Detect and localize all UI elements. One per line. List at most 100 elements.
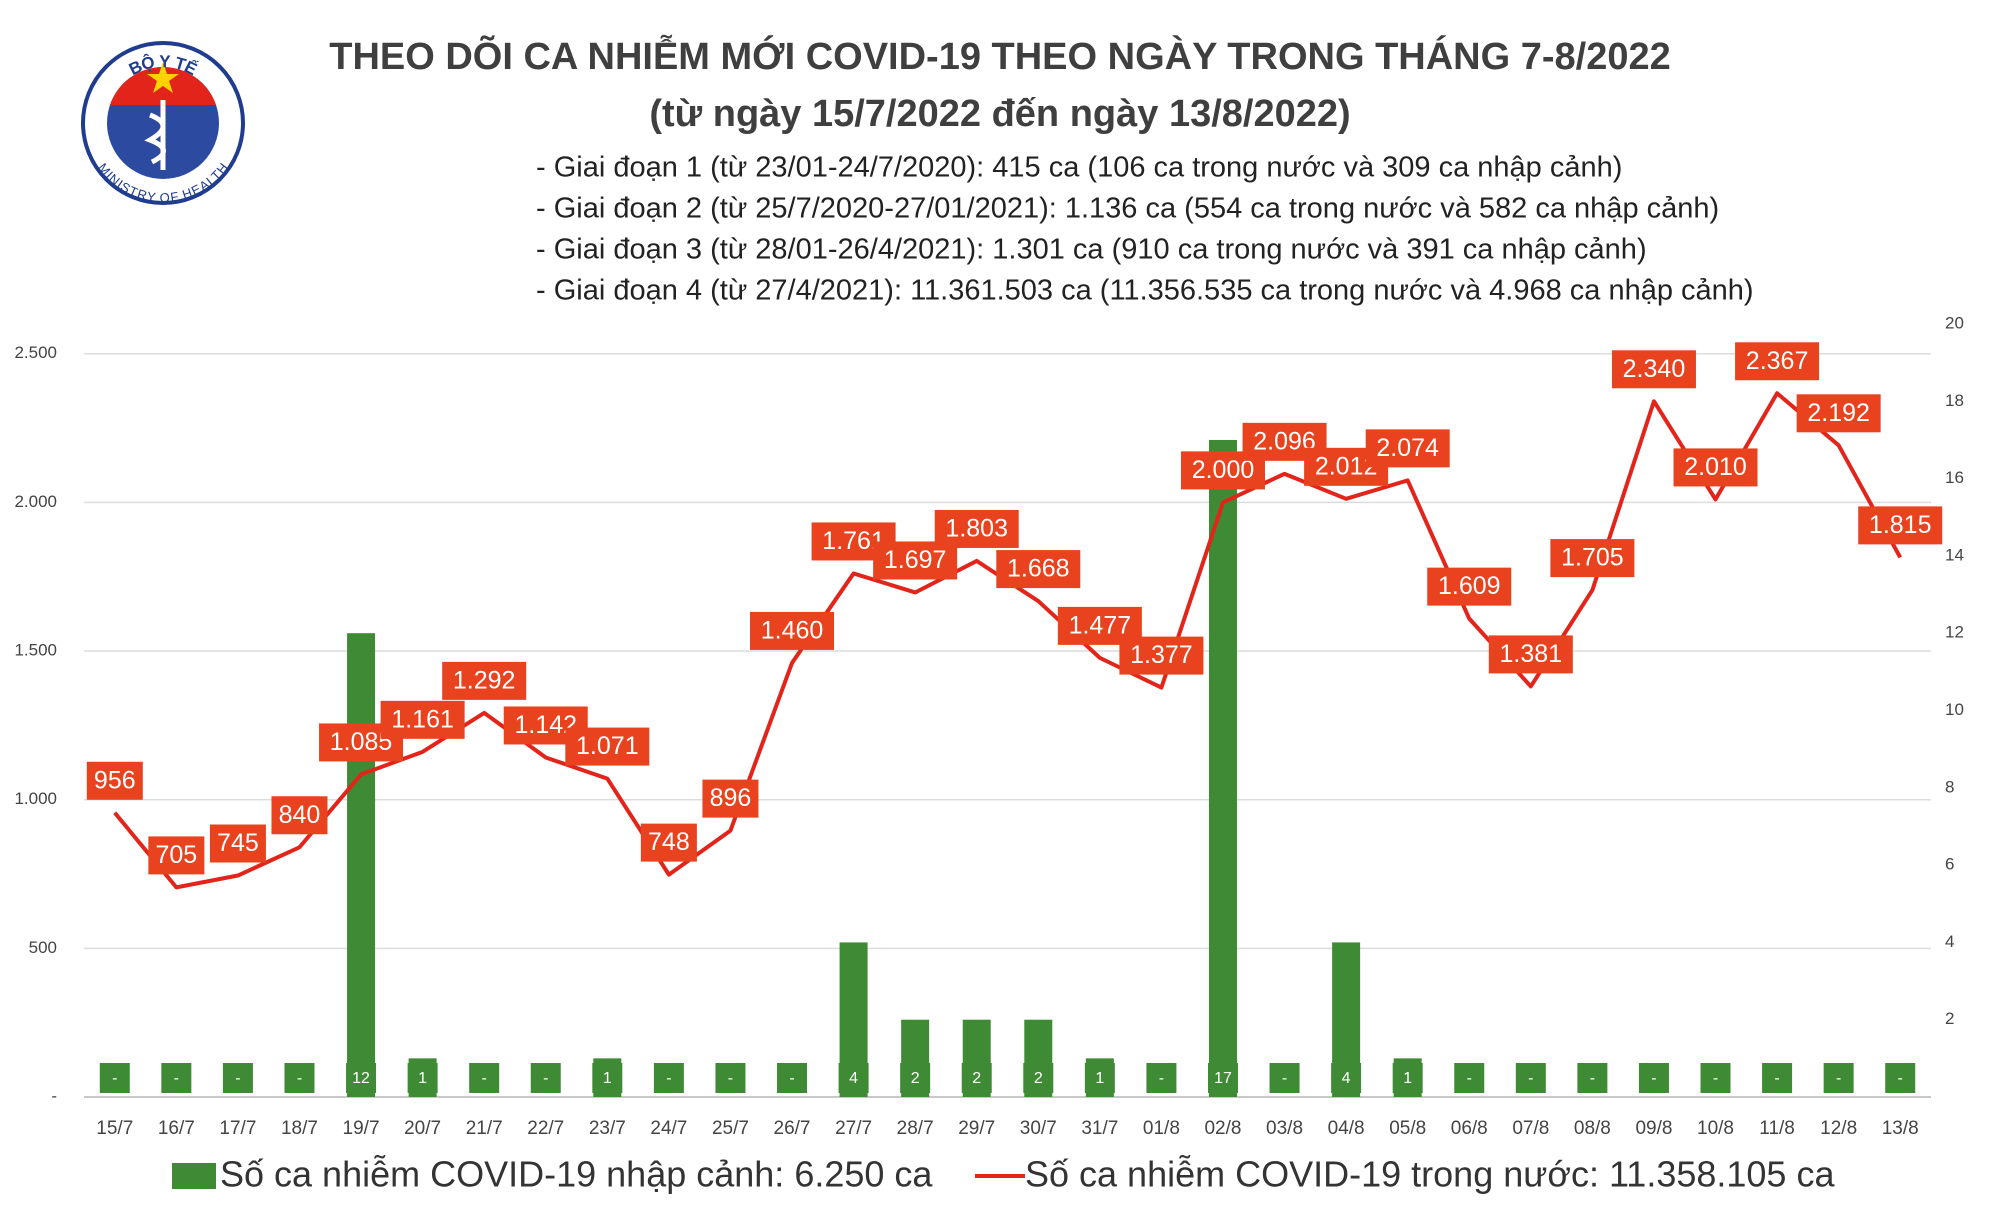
bar-label-box: [777, 1063, 808, 1093]
data-label-box: [996, 550, 1081, 589]
data-label-box: [1365, 429, 1450, 468]
bar-label-box: [1146, 1063, 1177, 1093]
bar-label: -: [297, 1070, 302, 1087]
bar-label: 1: [603, 1070, 612, 1087]
data-label: 2.010: [1684, 453, 1747, 481]
bar-label-box: [961, 1063, 992, 1093]
data-label-box: [380, 700, 465, 739]
data-label: 1.292: [453, 666, 516, 694]
bar-label: -: [543, 1070, 548, 1087]
data-label-box: [1735, 342, 1820, 381]
annotation: - Giai đoạn 3 (từ 28/01-26/4/2021): 1.30…: [536, 234, 1647, 266]
bar-label: -: [728, 1070, 733, 1087]
bar-label: -: [235, 1070, 240, 1087]
data-label-box: [1673, 448, 1758, 487]
x-tick-label: 18/7: [281, 1118, 318, 1139]
bar-label: -: [482, 1070, 487, 1087]
bar-label-box: [592, 1063, 623, 1093]
bar-label: 17: [1214, 1070, 1232, 1087]
bar-label: -: [1651, 1070, 1656, 1087]
data-label: 840: [279, 801, 321, 829]
data-label: 896: [710, 784, 752, 812]
data-label: 1.381: [1500, 640, 1563, 668]
data-label: 1.668: [1007, 555, 1070, 583]
y2-tick-label: 10: [1945, 700, 1964, 719]
bar-label-box: [1269, 1063, 1300, 1093]
logo-star: [147, 62, 179, 93]
data-label-box: [209, 824, 266, 863]
y2-tick-label: 12: [1945, 623, 1964, 642]
data-label-box: [86, 761, 143, 800]
bar-label-box: [346, 1063, 377, 1093]
x-tick-label: 06/8: [1451, 1118, 1488, 1139]
bar-label: -: [1528, 1070, 1533, 1087]
bar-label: 1: [1095, 1070, 1104, 1087]
data-label: 1.697: [884, 546, 947, 574]
line: [113, 391, 1902, 890]
data-label: 705: [155, 841, 197, 869]
x-tick-label: 25/7: [712, 1118, 749, 1139]
x-tick-label: 12/8: [1820, 1118, 1857, 1139]
x-tick-label: 29/7: [958, 1118, 995, 1139]
x-tick-label: 22/7: [527, 1118, 564, 1139]
x-tick-label: 09/8: [1635, 1118, 1672, 1139]
bar-label-box: [1638, 1063, 1669, 1093]
data-label-box: [271, 796, 328, 835]
bar-label-box: [1207, 1063, 1238, 1093]
y2-tick-label: 2: [1945, 1009, 1954, 1028]
data-label-box: [702, 779, 759, 818]
bar-label: 12: [352, 1070, 370, 1087]
x-tick-label: 15/7: [96, 1118, 133, 1139]
bar-label-box: [838, 1063, 869, 1093]
y-tick-label: 1.000: [14, 789, 57, 808]
data-label: 2.340: [1623, 355, 1686, 383]
x-tick-label: 23/7: [589, 1118, 626, 1139]
bar-label: 4: [849, 1070, 858, 1087]
bar: [1208, 439, 1237, 1097]
x-tick-label: 02/8: [1204, 1118, 1241, 1139]
data-label: 1.477: [1069, 611, 1132, 639]
y2-tick-label: 16: [1945, 468, 1964, 487]
bar-label: 1: [1403, 1070, 1412, 1087]
bar-label: -: [1713, 1070, 1718, 1087]
bar-label-box: [161, 1063, 192, 1093]
annotation: - Giai đoạn 1 (từ 23/01-24/7/2020): 415 …: [536, 152, 1622, 184]
bar: [347, 633, 376, 1097]
bar-label-box: [469, 1063, 500, 1093]
x-tick-label: 13/8: [1882, 1118, 1919, 1139]
data-label: 1.803: [945, 515, 1008, 543]
bar-label: -: [112, 1070, 117, 1087]
y2-tick-label: 20: [1945, 313, 1964, 332]
x-tick-label: 20/7: [404, 1118, 441, 1139]
data-label-box: [1119, 636, 1204, 675]
bar-label: -: [1159, 1070, 1164, 1087]
bar-label: -: [666, 1070, 671, 1087]
bar-label: -: [1774, 1070, 1779, 1087]
data-label: 2.192: [1807, 399, 1870, 427]
data-label-box: [442, 661, 527, 700]
bar-label: 4: [1342, 1070, 1351, 1087]
data-label-box: [1488, 635, 1573, 674]
y-tick-label: 2.500: [14, 343, 57, 362]
bar-label-box: [900, 1063, 931, 1093]
x-tick-label: 04/8: [1328, 1118, 1365, 1139]
data-label: 2.074: [1376, 434, 1439, 462]
x-tick-label: 19/7: [343, 1118, 380, 1139]
data-label: 1.609: [1438, 572, 1501, 600]
data-label: 745: [217, 829, 259, 857]
bar-label-box: [1823, 1063, 1854, 1093]
x-tick-label: 05/8: [1389, 1118, 1426, 1139]
bar-label-box: [715, 1063, 746, 1093]
x-tick-label: 21/7: [466, 1118, 503, 1139]
bar-label-box: [1331, 1063, 1362, 1093]
bar-label: -: [174, 1070, 179, 1087]
data-label: 956: [94, 766, 136, 794]
bar-label-box: [407, 1063, 438, 1093]
bar-label: -: [789, 1070, 794, 1087]
bar-label-box: [1885, 1063, 1916, 1093]
y2-tick-label: 6: [1945, 855, 1954, 874]
data-label-box: [1550, 539, 1635, 578]
y-tick-label: 500: [29, 938, 57, 957]
bar-label-box: [1762, 1063, 1793, 1093]
bar-label-box: [1515, 1063, 1546, 1093]
